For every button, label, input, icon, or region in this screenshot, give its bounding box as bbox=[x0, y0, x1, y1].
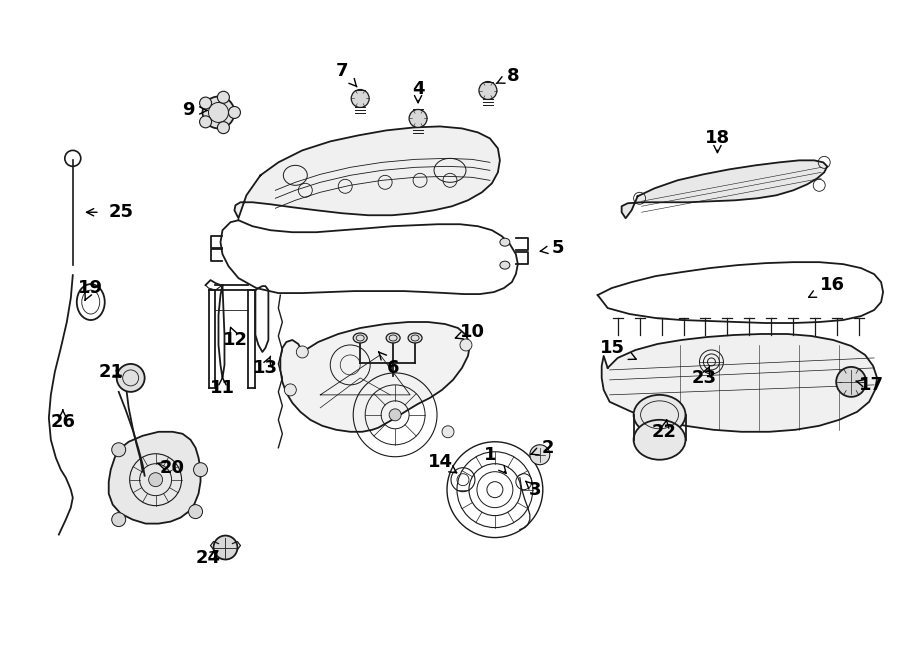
Circle shape bbox=[530, 445, 550, 465]
Circle shape bbox=[200, 97, 212, 109]
Text: 15: 15 bbox=[600, 339, 636, 360]
Text: 2: 2 bbox=[531, 439, 554, 457]
Text: 25: 25 bbox=[86, 203, 133, 221]
Circle shape bbox=[218, 122, 230, 134]
Polygon shape bbox=[602, 334, 878, 432]
Circle shape bbox=[284, 384, 296, 396]
Circle shape bbox=[296, 346, 309, 358]
Polygon shape bbox=[281, 322, 470, 432]
Circle shape bbox=[112, 443, 126, 457]
Circle shape bbox=[218, 91, 230, 103]
Text: 8: 8 bbox=[496, 67, 519, 85]
Polygon shape bbox=[109, 432, 201, 524]
Ellipse shape bbox=[353, 333, 367, 343]
Circle shape bbox=[200, 116, 212, 128]
Circle shape bbox=[229, 106, 240, 118]
Text: 10: 10 bbox=[455, 323, 484, 341]
Text: 11: 11 bbox=[210, 376, 235, 397]
Circle shape bbox=[117, 364, 145, 392]
Text: 3: 3 bbox=[526, 481, 541, 498]
Polygon shape bbox=[622, 161, 827, 218]
Text: 19: 19 bbox=[78, 279, 104, 300]
Text: 13: 13 bbox=[253, 356, 278, 377]
Text: 1: 1 bbox=[483, 446, 506, 473]
Circle shape bbox=[479, 81, 497, 100]
Text: 18: 18 bbox=[705, 130, 730, 153]
Text: 26: 26 bbox=[50, 410, 76, 431]
Polygon shape bbox=[209, 290, 215, 385]
Text: 22: 22 bbox=[652, 420, 677, 441]
Circle shape bbox=[189, 504, 202, 519]
Circle shape bbox=[351, 89, 369, 108]
Ellipse shape bbox=[500, 238, 510, 246]
Ellipse shape bbox=[634, 395, 686, 435]
Circle shape bbox=[148, 473, 163, 486]
Circle shape bbox=[389, 409, 401, 421]
Text: 6: 6 bbox=[378, 352, 400, 377]
Ellipse shape bbox=[386, 333, 400, 343]
Circle shape bbox=[410, 110, 427, 128]
Polygon shape bbox=[248, 290, 256, 388]
Circle shape bbox=[836, 367, 866, 397]
Text: 7: 7 bbox=[336, 61, 357, 87]
Ellipse shape bbox=[500, 261, 510, 269]
Circle shape bbox=[213, 535, 238, 559]
Circle shape bbox=[112, 513, 126, 527]
Text: 17: 17 bbox=[856, 376, 884, 394]
Text: 12: 12 bbox=[223, 327, 248, 349]
Circle shape bbox=[194, 463, 208, 477]
Text: 20: 20 bbox=[158, 459, 185, 477]
Circle shape bbox=[442, 426, 454, 438]
Text: 4: 4 bbox=[412, 79, 424, 102]
Polygon shape bbox=[235, 126, 500, 218]
Circle shape bbox=[460, 339, 472, 351]
Text: 16: 16 bbox=[808, 276, 845, 297]
Text: 23: 23 bbox=[692, 366, 717, 387]
Text: 24: 24 bbox=[196, 549, 221, 566]
Ellipse shape bbox=[408, 333, 422, 343]
Text: 21: 21 bbox=[98, 363, 123, 381]
Text: 5: 5 bbox=[540, 239, 564, 257]
Circle shape bbox=[202, 97, 235, 128]
Ellipse shape bbox=[634, 420, 686, 460]
Text: 14: 14 bbox=[428, 453, 456, 473]
Text: 9: 9 bbox=[183, 101, 207, 120]
